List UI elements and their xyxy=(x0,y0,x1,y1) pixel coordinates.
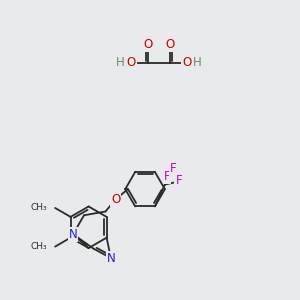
Text: H: H xyxy=(193,56,202,69)
Text: O: O xyxy=(111,193,120,206)
Text: O: O xyxy=(127,56,136,69)
Text: H: H xyxy=(116,56,125,69)
Text: F: F xyxy=(164,170,170,183)
Text: N: N xyxy=(106,251,115,265)
Text: O: O xyxy=(165,38,174,52)
Text: F: F xyxy=(169,162,176,175)
Text: CH₃: CH₃ xyxy=(31,203,47,212)
Text: CH₃: CH₃ xyxy=(31,242,47,251)
Text: N: N xyxy=(69,228,77,241)
Text: F: F xyxy=(176,174,182,187)
Text: O: O xyxy=(182,56,191,69)
Text: O: O xyxy=(143,38,153,52)
